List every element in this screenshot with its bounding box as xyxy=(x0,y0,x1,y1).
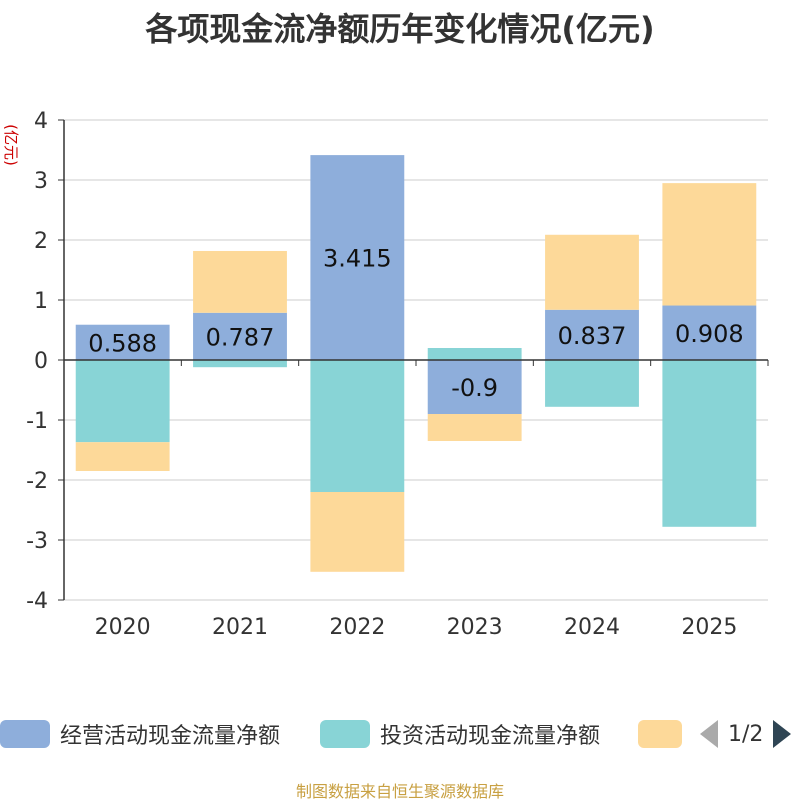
bar-operating-2022 xyxy=(310,155,405,360)
bar-financing-2023 xyxy=(427,414,522,441)
bar-financing-2021 xyxy=(193,250,287,313)
legend: 经营活动现金流量净额 投资活动现金流量净额 1/2 xyxy=(0,714,800,754)
y-tick-label: 1 xyxy=(34,289,48,314)
bar-investing-2023 xyxy=(427,348,522,360)
pager-next-icon[interactable] xyxy=(773,720,792,748)
bar-operating-2020 xyxy=(75,324,170,360)
y-axis-label: (亿元) xyxy=(2,124,20,166)
bar-investing-2025 xyxy=(662,360,757,527)
x-tick-label: 2023 xyxy=(447,615,503,640)
y-tick-label: -2 xyxy=(26,469,48,494)
bar-operating-2023 xyxy=(427,360,522,414)
y-tick-label: 2 xyxy=(34,229,48,254)
chart-title: 各项现金流净额历年变化情况(亿元) xyxy=(145,10,655,48)
legend-item-investing[interactable]: 投资活动现金流量净额 xyxy=(320,714,600,754)
legend-swatch-operating xyxy=(0,720,50,748)
bar-operating-2024 xyxy=(545,309,639,360)
pager-text: 1/2 xyxy=(728,721,764,747)
data-label: -0.9 xyxy=(451,374,498,402)
data-label: 0.787 xyxy=(206,323,275,351)
data-label: 0.908 xyxy=(675,320,744,348)
legend-label-investing: 投资活动现金流量净额 xyxy=(380,724,601,749)
legend-item-operating[interactable]: 经营活动现金流量净额 xyxy=(0,714,280,754)
data-label: 0.837 xyxy=(558,322,627,350)
x-tick-label: 2022 xyxy=(329,615,385,640)
pager-prev-icon[interactable] xyxy=(700,720,718,748)
legend-swatch-investing xyxy=(320,720,370,748)
y-tick-label: 4 xyxy=(34,109,48,134)
legend-item-financing[interactable] xyxy=(638,714,682,754)
y-tick-label: -3 xyxy=(26,529,48,554)
bar-investing-2021 xyxy=(193,360,287,368)
bar-investing-2020 xyxy=(75,360,170,443)
x-tick-label: 2020 xyxy=(95,615,151,640)
bar-financing-2020 xyxy=(75,442,170,471)
bar-investing-2022 xyxy=(310,360,405,492)
legend-pager: 1/2 xyxy=(700,714,792,754)
y-tick-label: -4 xyxy=(26,589,48,614)
data-label: 0.588 xyxy=(88,329,157,357)
x-tick-label: 2021 xyxy=(212,615,268,640)
chart-plot: -4 -3 -2 -1 0 1 2 3 4 (亿元) 0.588 0.787 3.415 -0.9 0.83… xyxy=(2,109,769,640)
bar-financing-2024 xyxy=(545,234,639,310)
bar-operating-2021 xyxy=(193,312,287,360)
bar-financing-2025 xyxy=(662,183,757,306)
y-tick-label: -1 xyxy=(26,409,48,434)
bar-investing-2024 xyxy=(545,360,639,407)
y-tick-label: 3 xyxy=(34,169,48,194)
legend-label-operating: 经营活动现金流量净额 xyxy=(60,724,281,749)
bar-operating-2025 xyxy=(662,305,757,360)
bar-financing-2022 xyxy=(310,492,405,572)
source-note: 制图数据来自恒生聚源数据库 xyxy=(295,782,504,801)
x-tick-label: 2024 xyxy=(564,615,620,640)
y-tick-label: 0 xyxy=(34,349,48,374)
x-tick-label: 2025 xyxy=(681,615,737,640)
legend-swatch-financing xyxy=(638,720,682,748)
data-label: 3.415 xyxy=(323,245,392,273)
